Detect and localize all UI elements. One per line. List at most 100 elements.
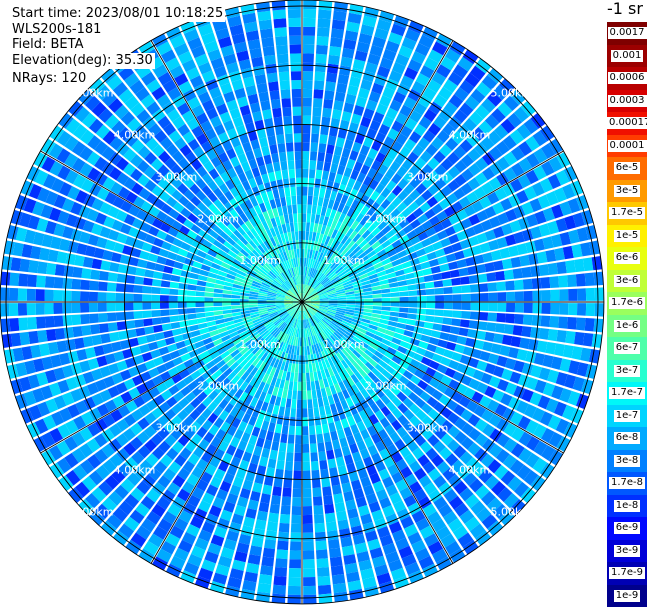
ray-bin xyxy=(343,426,353,437)
ray-bin xyxy=(251,186,261,197)
ray-bin xyxy=(406,278,416,285)
ray-bin xyxy=(201,140,213,153)
ray-bin xyxy=(356,420,366,432)
ray-bin xyxy=(484,114,500,129)
ray-bin xyxy=(397,345,408,354)
ray-bin xyxy=(151,108,166,122)
ray-bin xyxy=(342,379,351,389)
ray-bin xyxy=(340,359,349,369)
ray-bin xyxy=(202,355,213,365)
ray-bin xyxy=(234,87,247,100)
ray-bin xyxy=(360,79,373,91)
ray-bin xyxy=(438,482,453,496)
ray-bin xyxy=(56,457,72,474)
ray-bin xyxy=(280,252,286,262)
ray-bin xyxy=(494,464,509,480)
ray-bin xyxy=(128,387,141,400)
ray-bin xyxy=(378,235,388,245)
ray-bin xyxy=(187,138,200,151)
ray-bin xyxy=(295,295,302,302)
ray-bin xyxy=(249,102,261,114)
ray-bin xyxy=(294,328,298,338)
ray-bin xyxy=(296,186,302,196)
ray-bin xyxy=(358,239,368,249)
ray-bin xyxy=(216,488,229,501)
ray-bin xyxy=(109,136,124,151)
ray-bin xyxy=(44,276,55,288)
ray-bin xyxy=(293,249,298,259)
ray-bin xyxy=(342,369,351,379)
ray-bin xyxy=(270,98,281,109)
ray-bin xyxy=(385,180,397,192)
ray-bin xyxy=(183,257,195,266)
ray-bin xyxy=(345,227,354,238)
ray-bin xyxy=(258,307,268,312)
ray-bin xyxy=(326,72,338,83)
ray-bin xyxy=(136,160,150,173)
ring-label: 4.00km xyxy=(114,129,156,142)
ray-bin xyxy=(510,256,522,268)
ray-bin xyxy=(414,42,430,57)
ray-bin xyxy=(327,237,334,247)
ray-bin xyxy=(308,231,313,241)
ray-bin xyxy=(204,307,214,312)
ray-bin xyxy=(399,307,409,313)
ray-bin xyxy=(328,336,336,345)
ray-bin xyxy=(298,328,301,338)
ray-bin xyxy=(482,438,496,453)
ray-bin xyxy=(293,276,298,286)
ray-bin xyxy=(174,547,190,562)
ray-bin xyxy=(213,306,223,311)
ray-bin xyxy=(502,454,517,469)
ray-bin xyxy=(53,194,67,209)
ray-bin xyxy=(282,388,288,399)
ray-bin xyxy=(267,135,277,146)
ray-bin xyxy=(325,284,334,290)
ray-bin xyxy=(423,108,437,122)
ray-bin xyxy=(326,246,333,256)
ray-bin xyxy=(558,316,568,329)
ray-bin xyxy=(395,458,408,471)
ray-bin xyxy=(349,230,358,240)
ray-bin xyxy=(329,190,338,201)
ray-bin xyxy=(286,443,294,453)
ray-bin xyxy=(326,310,336,315)
ray-bin xyxy=(423,350,435,360)
ray-bin xyxy=(191,486,205,500)
ray-bin xyxy=(233,280,243,286)
ray-bin xyxy=(274,329,282,338)
ray-bin xyxy=(309,294,319,299)
ray-bin xyxy=(165,57,181,71)
ray-bin xyxy=(383,379,395,390)
ray-bin xyxy=(250,331,259,339)
ray-bin xyxy=(0,271,11,286)
ray-bin xyxy=(260,284,270,290)
ring-label: 1.00km xyxy=(239,338,281,351)
ray-bin xyxy=(310,317,316,326)
ray-bin xyxy=(100,333,111,344)
ray-bin xyxy=(507,112,523,128)
ray-bin xyxy=(250,313,260,319)
ray-bin xyxy=(290,277,295,287)
ray-bin xyxy=(316,311,325,318)
ray-bin xyxy=(75,481,91,498)
ray-bin xyxy=(67,186,81,200)
ray-bin xyxy=(476,382,489,394)
ray-bin xyxy=(390,208,401,219)
ray-bin xyxy=(424,281,435,289)
ray-bin xyxy=(257,304,267,307)
ray-bin xyxy=(475,530,492,546)
ray-bin xyxy=(312,315,319,324)
ray-bin xyxy=(264,200,272,211)
ray-bin xyxy=(459,487,474,502)
ray-bin xyxy=(355,496,368,508)
ray-bin xyxy=(46,262,57,276)
ray-bin xyxy=(305,363,310,373)
ray-bin xyxy=(361,229,371,239)
ray-bin xyxy=(232,337,243,346)
ray-bin xyxy=(144,439,158,453)
ray-bin xyxy=(572,376,585,392)
ray-bin xyxy=(302,399,308,409)
ray-bin xyxy=(146,101,161,116)
ray-bin xyxy=(142,302,152,310)
